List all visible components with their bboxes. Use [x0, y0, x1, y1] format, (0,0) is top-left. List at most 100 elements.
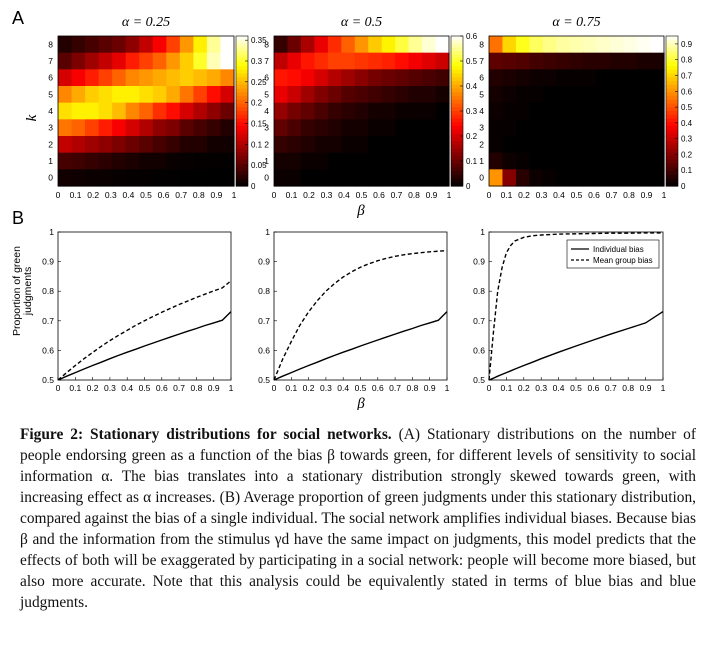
colorbar-segment [236, 118, 248, 123]
heatmap-cell [395, 52, 410, 70]
heatmap-cell [58, 152, 73, 170]
heatmap-cell [58, 69, 73, 87]
colorbar-segment [666, 88, 678, 93]
heatmap-cell [435, 169, 450, 187]
heatmap-cell [596, 152, 611, 170]
x-tick-label: 0.5 [570, 383, 582, 393]
heatmap-cell [502, 102, 517, 120]
heatmap-cell [166, 119, 181, 137]
colorbar-segment [666, 73, 678, 78]
colorbar-segment [236, 182, 248, 187]
colorbar-segment [451, 111, 463, 116]
heatmap-y-tick-label: 7 [264, 56, 269, 66]
colorbar-segment [666, 51, 678, 56]
heatmap-cell [637, 102, 652, 120]
heatmap-cell [650, 169, 665, 187]
heatmap-cell [381, 86, 396, 104]
heatmap-cell [274, 169, 289, 187]
heatmap-cell [596, 169, 611, 187]
y-tick-label: 0.7 [42, 316, 54, 326]
colorbar-segment [236, 43, 248, 48]
heatmap-cell [610, 136, 625, 154]
colorbar-segment [451, 73, 463, 78]
colorbar-segment [236, 66, 248, 71]
heatmap-cell [569, 69, 584, 87]
heatmap-cell [193, 102, 208, 120]
heatmap-cell [314, 152, 329, 170]
y-tick-label: 0.9 [42, 257, 54, 267]
heatmap-x-tick-label: 0.2 [87, 190, 99, 200]
heatmap-cell [596, 36, 611, 54]
x-tick-label: 0.1 [69, 383, 81, 393]
heatmap-cell [596, 52, 611, 70]
heatmap-cell [341, 136, 356, 154]
colorbar-tick-label: 0.15 [251, 120, 267, 129]
heatmap-x-tick-label: 0.5 [356, 190, 368, 200]
colorbar-segment [666, 156, 678, 161]
heatmap-cell [556, 69, 571, 87]
colorbar-segment [451, 43, 463, 48]
heatmap-cell [139, 152, 154, 170]
heatmap-frame [57, 35, 235, 187]
heatmap-y-tick-label: 8 [264, 39, 269, 49]
plot-frame [57, 231, 232, 381]
heatmap-cell [583, 169, 598, 187]
x-tick-label: 0.3 [104, 383, 116, 393]
heatmap-cell [422, 136, 437, 154]
heatmap-cell [274, 69, 289, 87]
heatmap-cell [381, 52, 396, 70]
heatmap-cell [206, 102, 222, 120]
heatmap-cell [408, 152, 423, 170]
heatmap-cell [502, 69, 517, 87]
colorbar-segment [666, 137, 678, 142]
heatmap-x-tick-label: 0.1 [70, 190, 82, 200]
heatmap-cell [274, 136, 289, 154]
heatmap-cell [435, 102, 450, 120]
colorbar-segment [451, 126, 463, 131]
colorbar-segment [236, 58, 248, 63]
heatmap-cell [395, 136, 410, 154]
heatmap-x-tick-label: 0.8 [408, 190, 420, 200]
heatmap-cell [610, 169, 625, 187]
heatmap-cell [327, 69, 342, 87]
heatmap-cell [58, 136, 73, 154]
heatmap-cell [287, 152, 302, 170]
heatmap-cell [125, 152, 140, 170]
colorbar-segment [666, 159, 678, 165]
colorbar-segment [451, 152, 463, 157]
heatmap-cell [220, 69, 235, 87]
heatmap-cell [422, 36, 437, 54]
colorbar-segment [236, 133, 248, 138]
colorbar-segment [666, 178, 678, 183]
heatmap-y-tick-label: 6 [264, 73, 269, 83]
heatmap-cell [489, 152, 504, 170]
y-tick-label: 0.6 [473, 345, 485, 355]
y-tick-label: 0.5 [473, 375, 485, 385]
y-tick-label: 0.9 [258, 257, 270, 267]
colorbar-segment [666, 148, 678, 153]
heatmap-y-tick-label: 6 [479, 73, 484, 83]
heatmap-y-tick-label: 3 [48, 123, 53, 133]
heatmap-cell [139, 119, 154, 137]
heatmap-cell [139, 136, 154, 154]
y-tick-label: 0.7 [473, 316, 485, 326]
heatmap-cell [152, 69, 167, 87]
colorbar-segment [236, 47, 248, 52]
heatmap-cell [354, 119, 369, 137]
heatmap-x-tick-label: 0.9 [210, 190, 222, 200]
heatmap-cell [610, 102, 625, 120]
heatmap-cell [542, 52, 557, 70]
heatmap-cell [529, 69, 544, 87]
heatmap-cell [193, 136, 208, 154]
heatmap-cell [381, 119, 396, 137]
colorbar-tick-label: 0.25 [251, 78, 267, 87]
panel-a-label: A [12, 8, 24, 28]
heatmap-x-tick-label: 0.7 [175, 190, 187, 200]
heatmap-cell [58, 86, 73, 104]
heatmap-cell [300, 169, 315, 187]
heatmap-cell [368, 119, 383, 137]
colorbar-segment [236, 111, 248, 116]
lines-x-axis-label: β [356, 396, 365, 410]
colorbar-segment [451, 174, 463, 180]
colorbar-segment [236, 51, 248, 56]
